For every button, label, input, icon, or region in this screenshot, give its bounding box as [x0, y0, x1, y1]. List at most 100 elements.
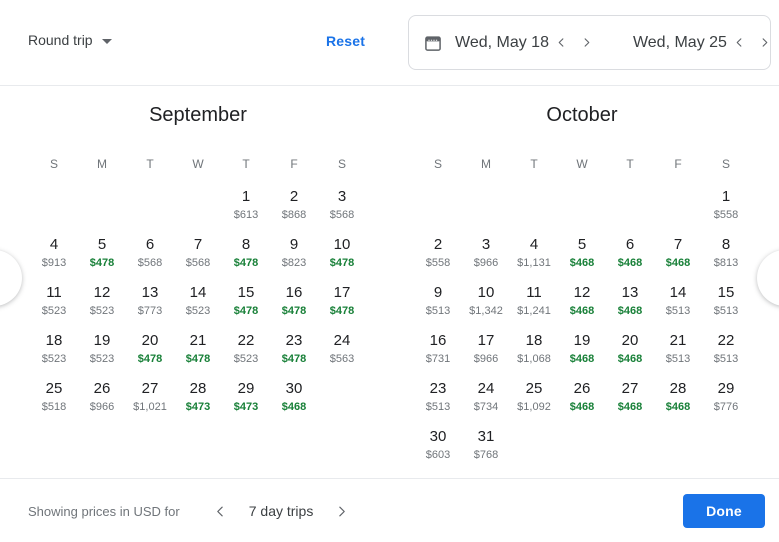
- calendar-day[interactable]: 26 $468: [558, 376, 606, 424]
- calendar-day[interactable]: 29 $776: [702, 376, 750, 424]
- calendar-day[interactable]: 17 $478: [318, 280, 366, 328]
- prev-months-button[interactable]: [0, 250, 22, 306]
- day-number: 16: [285, 284, 303, 301]
- calendar-icon: [423, 33, 443, 53]
- calendar-day[interactable]: 10 $1,342: [462, 280, 510, 328]
- calendar-day[interactable]: 21 $478: [174, 328, 222, 376]
- calendar-day[interactable]: 8 $813: [702, 232, 750, 280]
- calendar-day[interactable]: 16 $731: [414, 328, 462, 376]
- calendar-day[interactable]: 19 $468: [558, 328, 606, 376]
- day-number: 16: [429, 332, 447, 349]
- reset-button[interactable]: Reset: [326, 33, 366, 49]
- day-number: 30: [429, 428, 447, 445]
- calendar-day[interactable]: 30 $603: [414, 424, 462, 472]
- day-price: $468: [617, 305, 643, 317]
- calendar-day[interactable]: 2 $558: [414, 232, 462, 280]
- decrease-trip-length-button[interactable]: [206, 499, 235, 524]
- calendar-day[interactable]: 3 $568: [318, 184, 366, 232]
- calendar-day[interactable]: 14 $513: [654, 280, 702, 328]
- calendar-day[interactable]: 7 $568: [174, 232, 222, 280]
- calendar-day[interactable]: 11 $523: [30, 280, 78, 328]
- day-price: $523: [89, 305, 115, 317]
- return-next-day-button[interactable]: [752, 33, 777, 52]
- calendar-day[interactable]: 6 $468: [606, 232, 654, 280]
- calendar-day[interactable]: 23 $478: [270, 328, 318, 376]
- weekday-label: T: [626, 157, 634, 171]
- calendar-day[interactable]: 22 $513: [702, 328, 750, 376]
- calendar-day[interactable]: 15 $478: [222, 280, 270, 328]
- day-price: $468: [569, 257, 595, 269]
- calendar-day[interactable]: 24 $563: [318, 328, 366, 376]
- calendar-day[interactable]: 3 $966: [462, 232, 510, 280]
- next-months-button[interactable]: [757, 250, 779, 306]
- calendar-day[interactable]: 1 $613: [222, 184, 270, 232]
- calendar-day[interactable]: 1 $558: [702, 184, 750, 232]
- calendar-day[interactable]: 12 $523: [78, 280, 126, 328]
- day-price: $468: [617, 353, 643, 365]
- calendar-day[interactable]: 18 $523: [30, 328, 78, 376]
- day-price: $1,092: [517, 401, 551, 413]
- done-button[interactable]: Done: [683, 494, 765, 528]
- day-number: 20: [141, 332, 159, 349]
- calendar-day[interactable]: 4 $1,131: [510, 232, 558, 280]
- trip-type-selector[interactable]: Round trip: [28, 32, 112, 48]
- day-number: 24: [333, 332, 351, 349]
- departure-date-field[interactable]: Wed, May 18: [409, 16, 609, 69]
- calendar-day[interactable]: 5 $478: [78, 232, 126, 280]
- increase-trip-length-button[interactable]: [327, 499, 356, 524]
- calendar-day[interactable]: 27 $468: [606, 376, 654, 424]
- calendar-day[interactable]: 26 $966: [78, 376, 126, 424]
- day-price: $523: [41, 305, 67, 317]
- calendar-day[interactable]: 23 $513: [414, 376, 462, 424]
- calendar-day[interactable]: 27 $1,021: [126, 376, 174, 424]
- calendar-day[interactable]: 28 $473: [174, 376, 222, 424]
- calendar-day[interactable]: 7 $468: [654, 232, 702, 280]
- calendar-day[interactable]: 11 $1,241: [510, 280, 558, 328]
- footer: Showing prices in USD for 7 day trips Do…: [0, 478, 779, 542]
- calendar-day[interactable]: 2 $868: [270, 184, 318, 232]
- day-number: 26: [93, 380, 111, 397]
- calendar-day[interactable]: 28 $468: [654, 376, 702, 424]
- calendar-day[interactable]: 31 $768: [462, 424, 510, 472]
- day-price: $468: [617, 401, 643, 413]
- day-price: $731: [425, 353, 451, 365]
- return-prev-day-button[interactable]: [727, 33, 752, 52]
- day-price: $1,342: [469, 305, 503, 317]
- calendar-day[interactable]: 20 $468: [606, 328, 654, 376]
- calendar-day[interactable]: 18 $1,068: [510, 328, 558, 376]
- calendar-day[interactable]: 25 $518: [30, 376, 78, 424]
- calendar-day[interactable]: 12 $468: [558, 280, 606, 328]
- departure-next-day-button[interactable]: [574, 33, 599, 52]
- day-number: 15: [237, 284, 255, 301]
- day-number: 25: [525, 380, 543, 397]
- calendar-day[interactable]: 8 $478: [222, 232, 270, 280]
- departure-prev-day-button[interactable]: [549, 33, 574, 52]
- calendar-day[interactable]: 30 $468: [270, 376, 318, 424]
- calendar-day[interactable]: 6 $568: [126, 232, 174, 280]
- calendar-day[interactable]: 17 $966: [462, 328, 510, 376]
- month-october: October S M T W T F S 1 $558 2 $558 3 $966 4 $1,131 5 $…: [414, 100, 750, 472]
- calendar-day[interactable]: 24 $734: [462, 376, 510, 424]
- calendar-day[interactable]: 15 $513: [702, 280, 750, 328]
- calendar-day[interactable]: 22 $523: [222, 328, 270, 376]
- day-number: 17: [477, 332, 495, 349]
- calendar-day[interactable]: 4 $913: [30, 232, 78, 280]
- calendar-day[interactable]: 9 $513: [414, 280, 462, 328]
- calendar-day[interactable]: 14 $523: [174, 280, 222, 328]
- calendar-day[interactable]: 10 $478: [318, 232, 366, 280]
- calendar-day[interactable]: 16 $478: [270, 280, 318, 328]
- calendar-day[interactable]: 13 $468: [606, 280, 654, 328]
- calendar-day[interactable]: 5 $468: [558, 232, 606, 280]
- calendar-day[interactable]: 21 $513: [654, 328, 702, 376]
- calendar-day[interactable]: 25 $1,092: [510, 376, 558, 424]
- calendar-day[interactable]: 29 $473: [222, 376, 270, 424]
- day-price: $966: [89, 401, 115, 413]
- calendar-day[interactable]: 13 $773: [126, 280, 174, 328]
- return-date-field[interactable]: Wed, May 25: [609, 16, 779, 69]
- weekday-label: M: [481, 157, 491, 171]
- day-number: 7: [193, 236, 203, 253]
- calendar-day[interactable]: 19 $523: [78, 328, 126, 376]
- calendar-day[interactable]: 20 $478: [126, 328, 174, 376]
- calendar-day[interactable]: 9 $823: [270, 232, 318, 280]
